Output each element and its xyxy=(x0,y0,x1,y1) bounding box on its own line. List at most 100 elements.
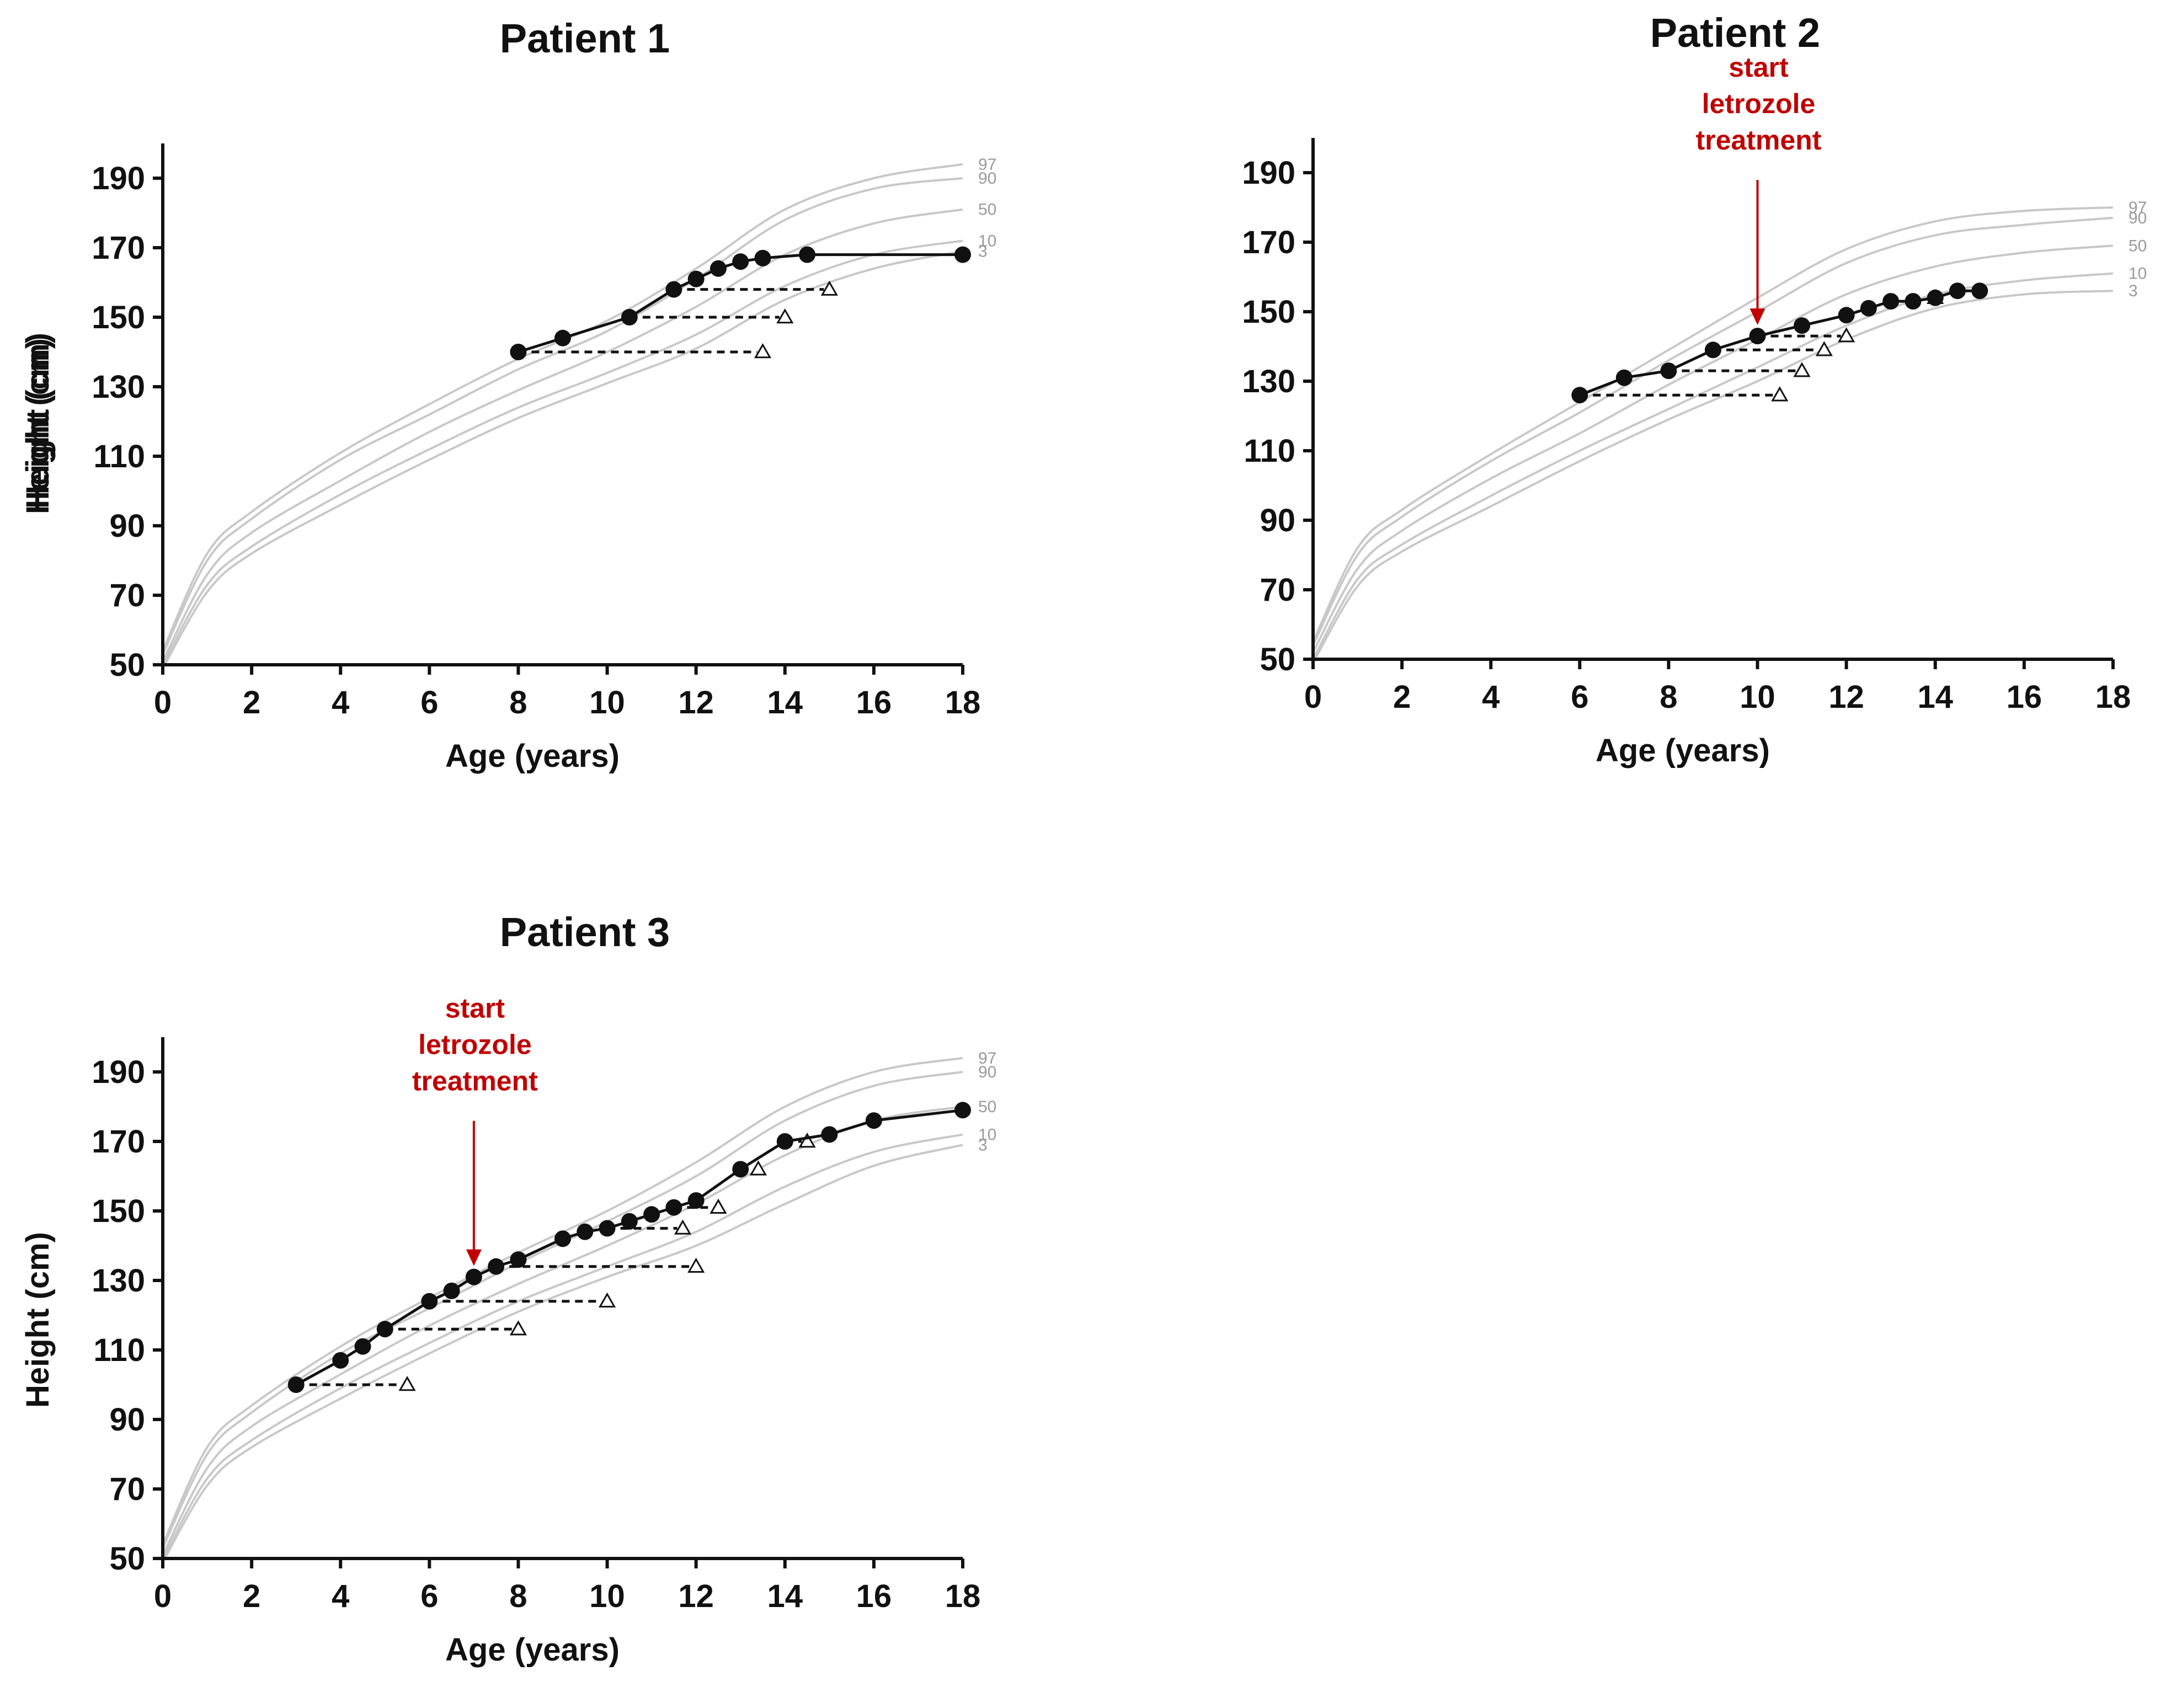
x-tick-label: 2 xyxy=(243,1578,260,1614)
x-tick-label: 4 xyxy=(332,1578,349,1614)
x-tick-label: 16 xyxy=(856,1578,892,1614)
bone-age-marker xyxy=(709,1198,727,1214)
height-point xyxy=(1794,317,1811,334)
x-tick-label: 8 xyxy=(509,1578,527,1614)
y-tick-label: 190 xyxy=(92,161,145,196)
height-point xyxy=(1615,369,1632,386)
annotation-text: treatment xyxy=(1696,125,1822,156)
height-point xyxy=(1927,289,1944,306)
height-point xyxy=(665,281,682,298)
percentile-curve-50 xyxy=(162,208,963,662)
height-point xyxy=(709,260,727,277)
x-tick-label: 18 xyxy=(945,685,981,720)
percentile-label-90: 90 xyxy=(978,169,996,188)
percentile-label-97: 97 xyxy=(978,1049,996,1068)
y-tick-label: 150 xyxy=(92,1193,145,1229)
height-point xyxy=(577,1223,594,1240)
x-tick-label: 14 xyxy=(767,685,803,720)
x-tick-label: 10 xyxy=(589,685,625,720)
percentile-curve-50 xyxy=(162,1106,963,1556)
bone-age-marker xyxy=(776,308,794,324)
height-point xyxy=(954,246,971,263)
bone-age-marker xyxy=(1815,341,1833,356)
bone-age-marker xyxy=(754,343,772,359)
height-point xyxy=(1660,362,1677,380)
x-axis-label: Age (years) xyxy=(1596,733,1770,768)
percentile-curve-97 xyxy=(162,163,963,652)
y-tick-label: 50 xyxy=(1260,642,1295,677)
height-point xyxy=(421,1293,438,1310)
percentile-curve-90 xyxy=(162,177,963,655)
bone-age-marker xyxy=(820,280,838,296)
annotation-arrowhead xyxy=(1749,308,1765,325)
height-point xyxy=(1949,282,1966,300)
x-tick-label: 18 xyxy=(2095,679,2131,715)
height-point xyxy=(287,1376,305,1393)
height-point xyxy=(799,246,816,263)
bone-age-marker xyxy=(509,1320,527,1336)
bone-age-marker xyxy=(598,1292,616,1308)
x-tick-label: 6 xyxy=(420,1578,438,1614)
percentile-label-3: 3 xyxy=(978,1136,988,1154)
y-tick-label: 150 xyxy=(92,300,145,335)
height-point xyxy=(1705,341,1721,359)
height-point xyxy=(754,249,771,266)
height-point xyxy=(643,1206,660,1223)
percentile-curve-3 xyxy=(162,1144,963,1563)
y-tick-label: 70 xyxy=(109,578,145,613)
height-point xyxy=(687,270,705,287)
x-tick-label: 6 xyxy=(420,685,438,720)
x-tick-label: 0 xyxy=(154,1578,172,1614)
x-tick-label: 10 xyxy=(1740,679,1775,715)
bone-age-marker xyxy=(398,1375,416,1391)
percentile-curve-10 xyxy=(162,239,963,665)
percentile-label-50: 50 xyxy=(978,201,996,219)
height-point xyxy=(621,309,638,325)
height-point xyxy=(1749,328,1766,345)
percentile-curve-50 xyxy=(1312,244,2114,653)
x-tick-label: 8 xyxy=(1660,679,1677,715)
height-point xyxy=(821,1126,838,1143)
y-tick-label: 110 xyxy=(1244,433,1295,469)
y-tick-label: 170 xyxy=(92,230,145,266)
percentile-label-10: 10 xyxy=(978,232,996,250)
bone-age-marker xyxy=(1793,362,1811,377)
height-point xyxy=(443,1282,460,1299)
percentile-label-50: 50 xyxy=(978,1098,996,1116)
y-tick-label: 190 xyxy=(92,1054,145,1090)
y-tick-label: 130 xyxy=(92,1263,145,1299)
y-tick-label: 130 xyxy=(92,369,145,405)
bone-age-marker xyxy=(1838,327,1855,343)
y-axis-label: Height (cm) xyxy=(20,338,56,514)
height-point xyxy=(865,1112,882,1129)
y-axis-label: Height (cm) xyxy=(20,1232,56,1408)
height-point xyxy=(776,1133,793,1150)
height-point xyxy=(332,1352,349,1369)
height-point xyxy=(1838,307,1855,324)
bone-age-marker xyxy=(687,1257,705,1273)
height-point xyxy=(554,329,571,346)
x-tick-label: 12 xyxy=(678,1578,714,1614)
height-point xyxy=(488,1258,505,1275)
y-tick-label: 70 xyxy=(109,1471,145,1507)
height-point xyxy=(1860,300,1877,317)
y-tick-label: 170 xyxy=(1242,225,1295,260)
percentile-curve-90 xyxy=(162,1071,963,1549)
y-tick-label: 90 xyxy=(1260,503,1295,538)
x-tick-label: 12 xyxy=(678,685,714,720)
x-tick-label: 10 xyxy=(589,1578,625,1614)
y-axis-label: Height (cm) xyxy=(20,333,56,509)
percentile-label-3: 3 xyxy=(2128,282,2138,300)
y-tick-label: 170 xyxy=(92,1124,145,1160)
x-tick-label: 8 xyxy=(509,685,527,720)
y-tick-label: 110 xyxy=(93,1332,145,1368)
percentile-label-90: 90 xyxy=(978,1063,996,1081)
annotation-text: start xyxy=(445,993,505,1024)
height-point xyxy=(1971,282,1988,300)
height-point xyxy=(732,253,749,270)
height-point xyxy=(1571,387,1588,404)
